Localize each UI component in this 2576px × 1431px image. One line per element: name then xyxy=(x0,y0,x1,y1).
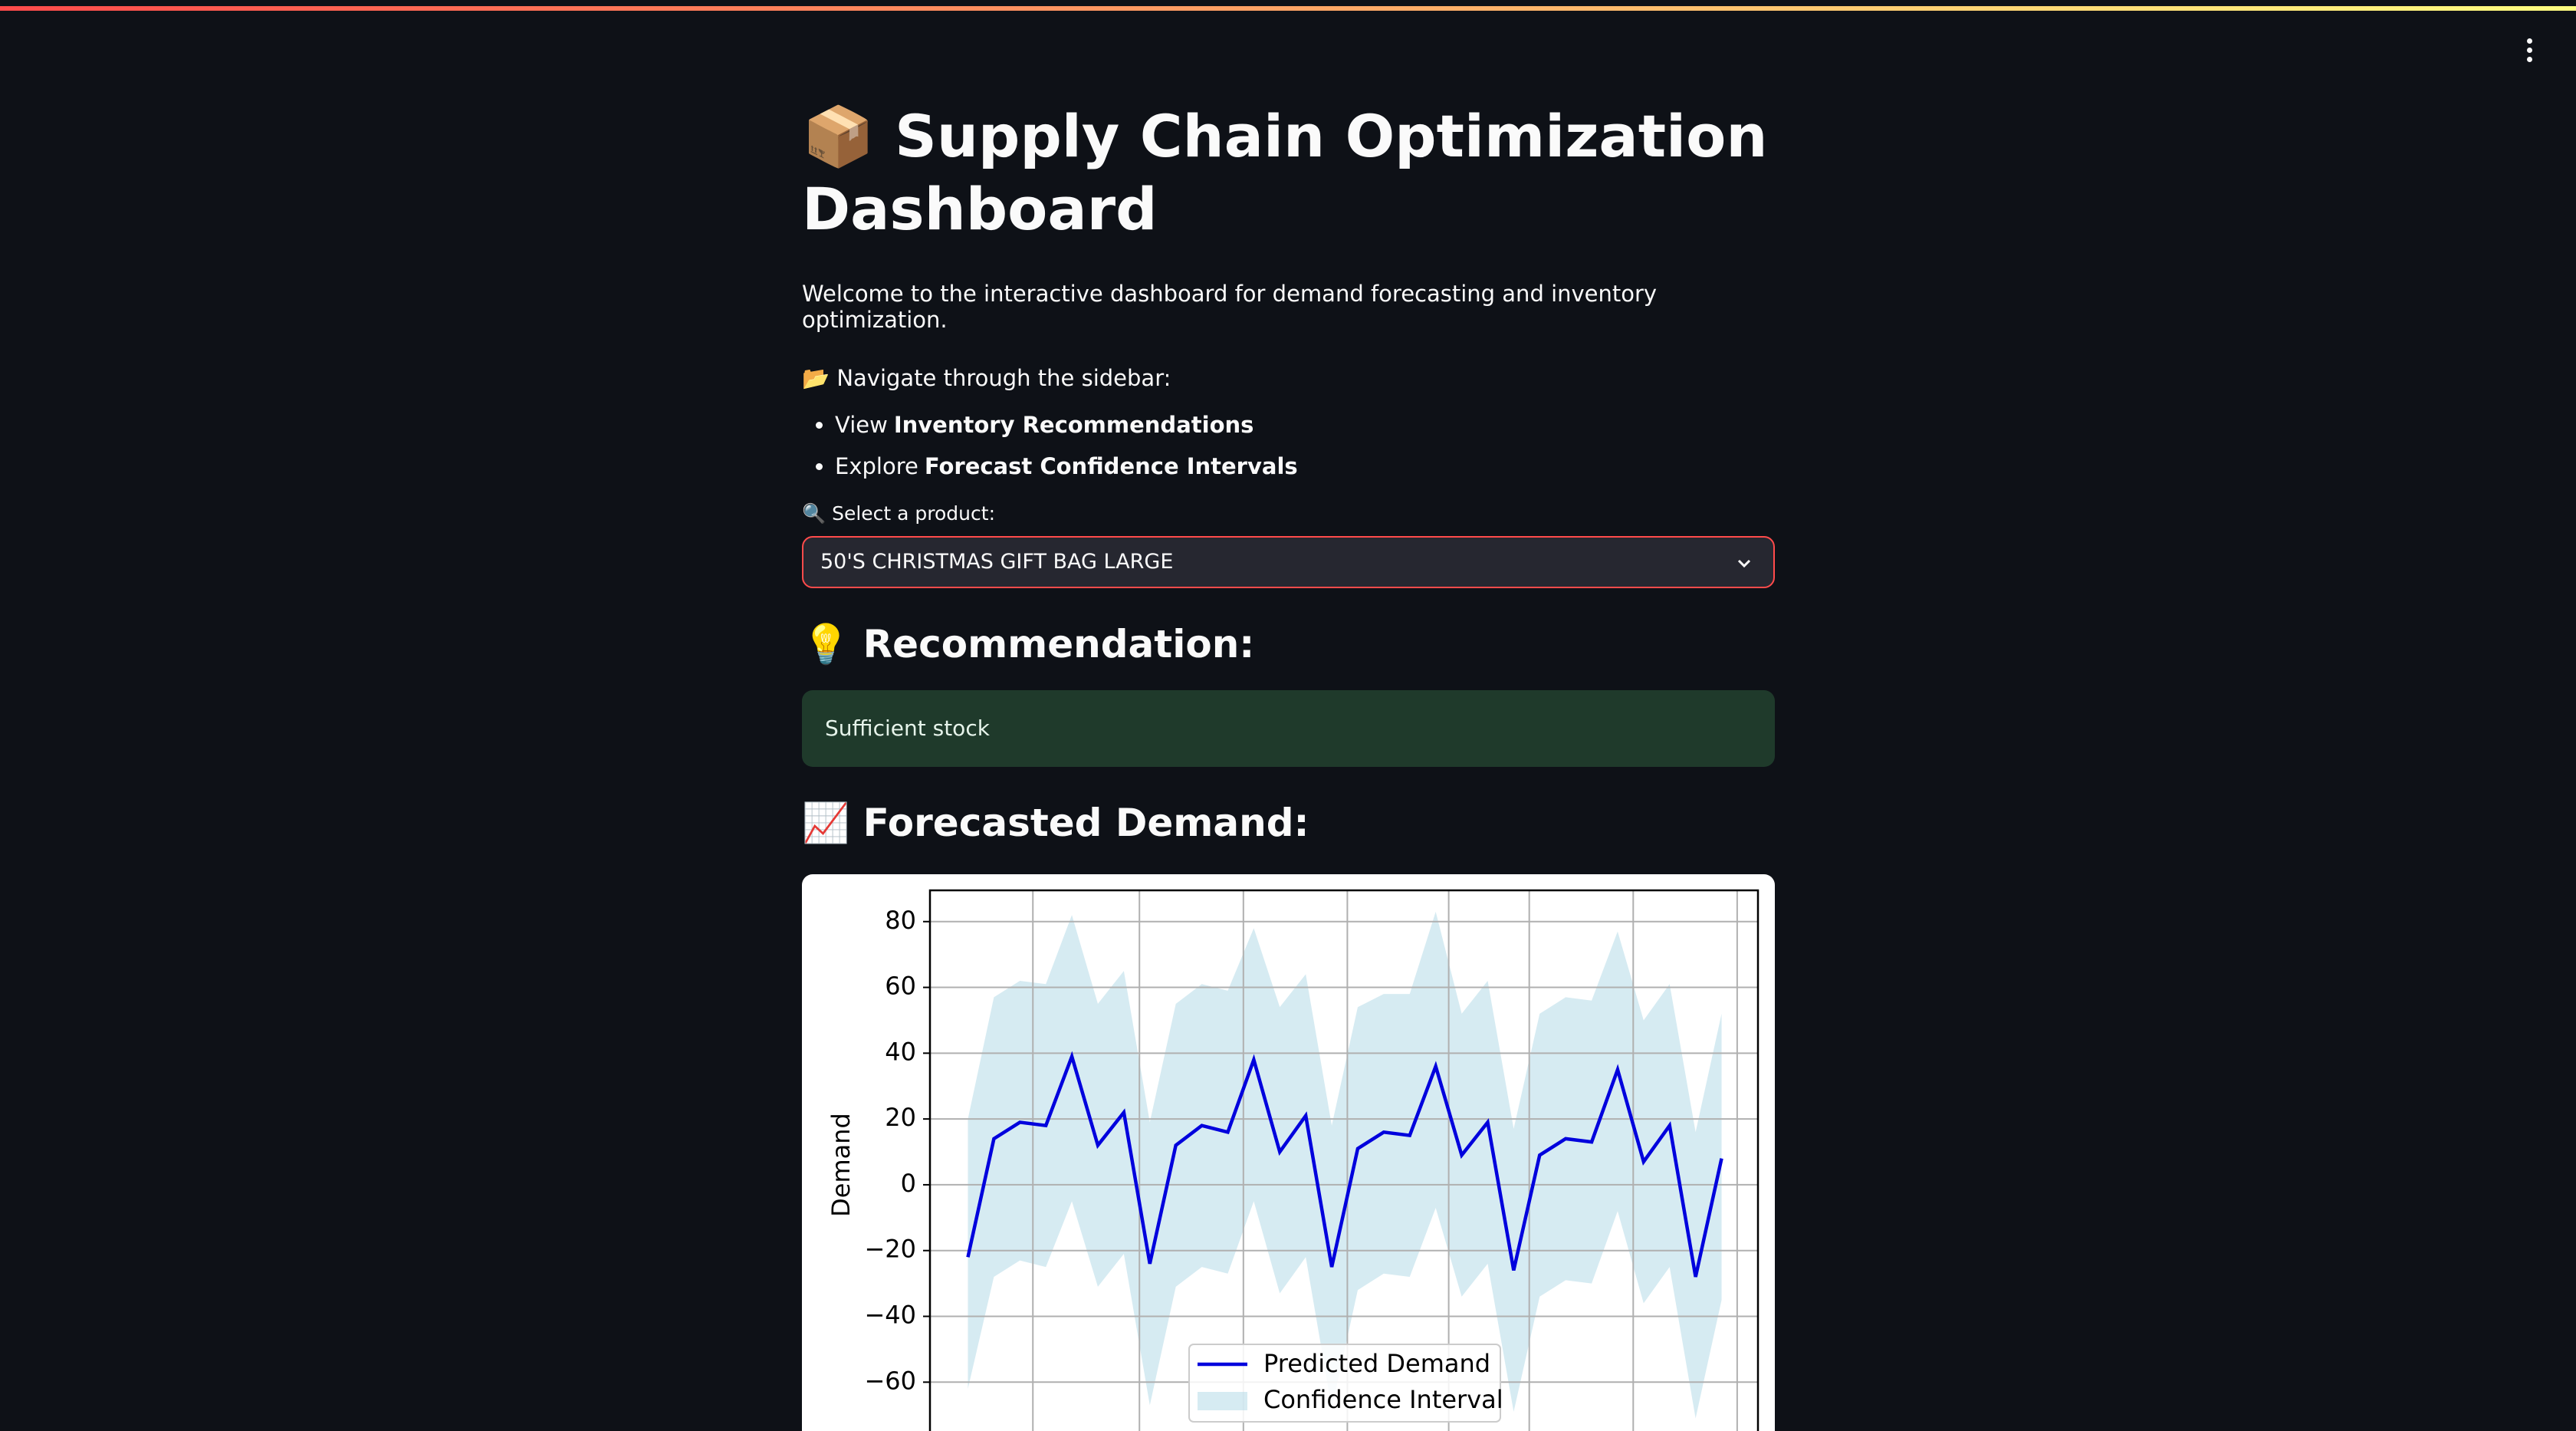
nav-prefix: Explore xyxy=(835,453,918,479)
legend-label: Confidence Interval xyxy=(1263,1385,1503,1414)
plot-area xyxy=(930,890,1758,1431)
success-box: Sufficient stock xyxy=(802,690,1775,767)
nav-bold: Inventory Recommendations xyxy=(893,412,1254,438)
nav-label: 📂 Navigate through the sidebar: xyxy=(802,365,1171,391)
select-label: 🔍 Select a product: xyxy=(802,502,995,525)
y-axis-label: Demand xyxy=(826,1113,856,1217)
nav-prefix: View xyxy=(835,412,888,438)
y-tick-label: 60 xyxy=(885,972,916,1001)
product-select[interactable]: 50'S CHRISTMAS GIFT BAG LARGE xyxy=(802,536,1775,588)
y-tick-label: 80 xyxy=(885,906,916,935)
page-title: 📦 Supply Chain Optimization Dashboard xyxy=(802,102,1768,243)
y-tick-label: −20 xyxy=(864,1235,916,1264)
nav-bold: Forecast Confidence Intervals xyxy=(924,453,1298,479)
top-bar xyxy=(0,6,2576,11)
intro-text: Welcome to the interactive dashboard for… xyxy=(802,281,1658,333)
legend-label: Predicted Demand xyxy=(1263,1349,1490,1378)
recommendation-heading: 💡 Recommendation: xyxy=(802,622,1255,666)
chevron xyxy=(1737,559,1751,568)
demand-line xyxy=(966,1051,1723,1278)
y-tick-label: −40 xyxy=(864,1301,916,1330)
y-tick-label: 20 xyxy=(885,1103,916,1132)
y-tick-label: 40 xyxy=(885,1037,916,1066)
confidence-band xyxy=(968,911,1722,1419)
menu-button[interactable] xyxy=(2524,38,2536,66)
legend-swatch xyxy=(1198,1392,1247,1410)
main-content: 📦 Supply Chain Optimization Dashboard We… xyxy=(802,100,1775,869)
axes-frame xyxy=(928,889,1760,1431)
y-tick-label: −60 xyxy=(864,1366,916,1395)
select-value: 50'S CHRISTMAS GIFT BAG LARGE xyxy=(820,550,1174,574)
forecast-heading: 📈 Forecasted Demand: xyxy=(802,801,1309,845)
y-tick-label: 0 xyxy=(901,1169,916,1198)
legend-box xyxy=(1188,1344,1501,1423)
